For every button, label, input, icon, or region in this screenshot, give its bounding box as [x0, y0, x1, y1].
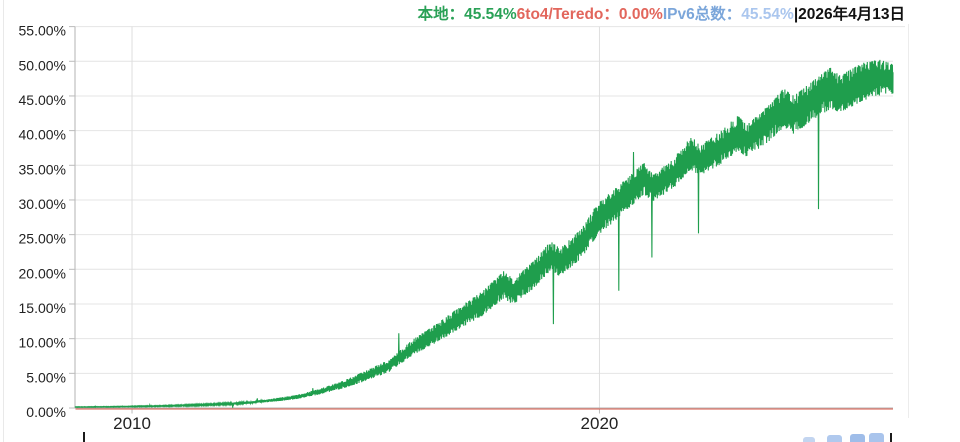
- legend-native-label: 本地：: [417, 6, 465, 23]
- y-axis-label: 50.00%: [19, 57, 66, 73]
- legend-date: |2026年4月13日: [793, 6, 905, 23]
- bottom-left-cursor-mark: [83, 432, 85, 442]
- legend-total-label: IPv6总数：: [662, 6, 742, 23]
- y-axis-label: 55.00%: [19, 23, 66, 39]
- y-axis-label: 30.00%: [19, 196, 66, 212]
- x-axis-label: 2010: [113, 414, 151, 433]
- y-axis-label: 40.00%: [19, 127, 66, 143]
- y-axis-label: 25.00%: [19, 231, 66, 247]
- y-axis-label: 45.00%: [19, 92, 66, 108]
- cutoff-content-blob-1: [803, 437, 815, 442]
- legend: 本地：45.54%6to4/Teredo：0.00%IPv6总数：45.54%|…: [418, 6, 905, 24]
- cutoff-content-blob-3: [850, 434, 865, 442]
- y-axis-label: 20.00%: [19, 265, 66, 281]
- legend-tunnel-value: 0.00%: [618, 6, 663, 23]
- series-native-ipv6-band: [74, 59, 894, 409]
- legend-native-value: 45.54%: [464, 6, 517, 23]
- plot-right-edge-line: [908, 24, 909, 418]
- page-left-edge-line: [3, 0, 4, 442]
- y-axis-label: 10.00%: [19, 335, 66, 351]
- cutoff-content-blob-2: [827, 435, 842, 442]
- y-axis-label: 0.00%: [26, 404, 66, 420]
- legend-total-value: 45.54%: [741, 6, 794, 23]
- x-axis-label: 2020: [581, 414, 619, 433]
- y-axis-label: 5.00%: [26, 369, 66, 385]
- y-axis-label: 15.00%: [19, 300, 66, 316]
- legend-tunnel-label: 6to4/Teredo：: [516, 6, 619, 23]
- y-axis-label: 35.00%: [19, 161, 66, 177]
- cutoff-content-blob-4: [869, 433, 884, 442]
- bottom-right-cursor-mark: [890, 433, 892, 442]
